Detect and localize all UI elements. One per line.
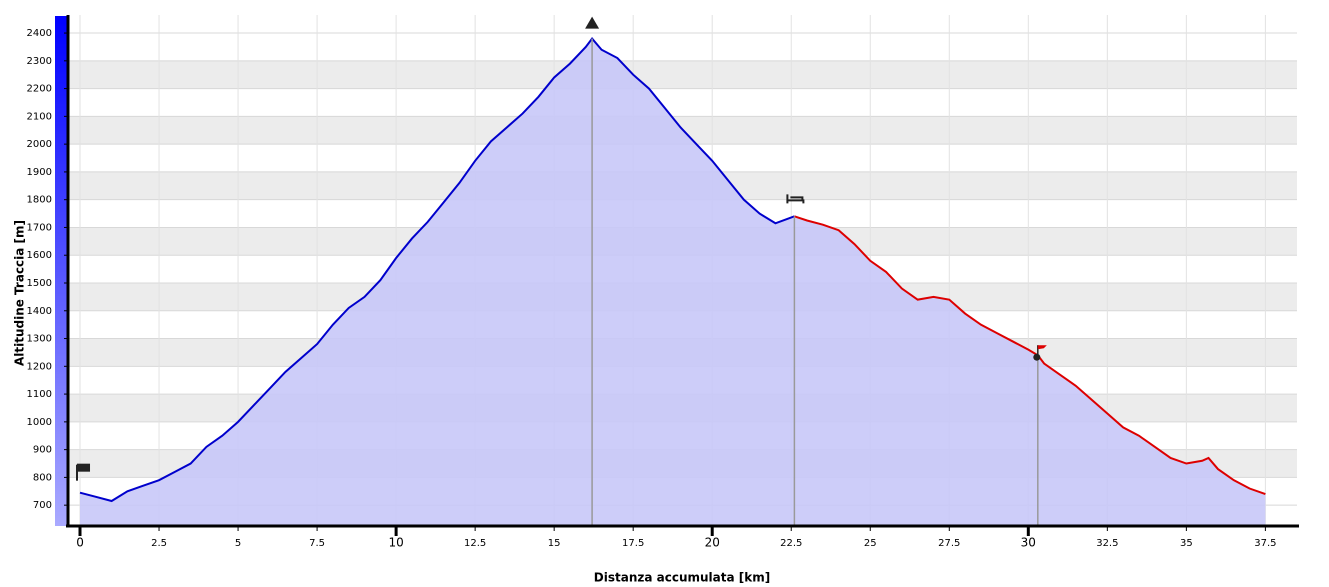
y-tick-label: 1500: [27, 278, 52, 289]
y-tick-label: 2400: [27, 28, 52, 39]
y-tick-label: 900: [33, 445, 52, 456]
x-axis-title: Distanza accumulata [km]: [594, 571, 770, 585]
flag: [1037, 345, 1047, 350]
y-tick-label: 2100: [27, 111, 52, 122]
waypoint-icon: [1033, 345, 1047, 361]
y-tick-label: 2200: [27, 84, 52, 95]
y-tick-label: 1100: [27, 389, 52, 400]
x-tick-label: 22.5: [780, 538, 802, 549]
axis-gradient: [55, 16, 68, 526]
area: [794, 216, 1266, 527]
x-tick-label: 10: [388, 536, 403, 550]
x-tick-label: 17.5: [622, 538, 644, 549]
x-tick-label: 15: [548, 538, 561, 549]
x-tick-label: 2.5: [151, 538, 167, 549]
x-tick-label: 7.5: [309, 538, 325, 549]
x-tick-label: 5: [235, 538, 241, 549]
y-tick-label: 2300: [27, 56, 52, 67]
y-tick-label: 1200: [27, 361, 52, 372]
y-tick-label: 1400: [27, 306, 52, 317]
y-tick-label: 700: [33, 500, 52, 511]
y-tick-label: 1300: [27, 334, 52, 345]
y-tick-label: 2000: [27, 139, 52, 150]
x-tick-label: 0: [76, 536, 84, 550]
flag: [77, 463, 91, 472]
x-tick-label: 25: [864, 538, 877, 549]
y-tick-label: 1600: [27, 250, 52, 261]
waypoint-icon: [585, 16, 600, 29]
y-tick-label: 1900: [27, 167, 52, 178]
y-tick-label: 1700: [27, 222, 52, 233]
summit: [585, 16, 600, 29]
line: [79, 37, 795, 503]
waypoint-icon: [786, 194, 805, 204]
waypoint-icon: [76, 463, 91, 481]
plot: [79, 37, 1266, 527]
x-tick-label: 20: [705, 536, 720, 550]
y-tick-label: 1800: [27, 195, 52, 206]
hut: [786, 194, 805, 204]
x-tick-label: 37.5: [1254, 538, 1276, 549]
x-tick-label: 12.5: [464, 538, 486, 549]
y-tick-label: 1000: [27, 417, 52, 428]
x-tick-label: 35: [1180, 538, 1193, 549]
x-tick-label: 30: [1021, 536, 1036, 550]
x-tick-label: 32.5: [1096, 538, 1118, 549]
y-tick-label: 800: [33, 472, 52, 483]
grid-band: [68, 60, 1297, 89]
x-tick-label: 27.5: [938, 538, 960, 549]
area: [80, 38, 795, 526]
flag-dot: [1033, 353, 1041, 361]
y-axis-title: Altitudine Traccia [m]: [13, 220, 27, 366]
